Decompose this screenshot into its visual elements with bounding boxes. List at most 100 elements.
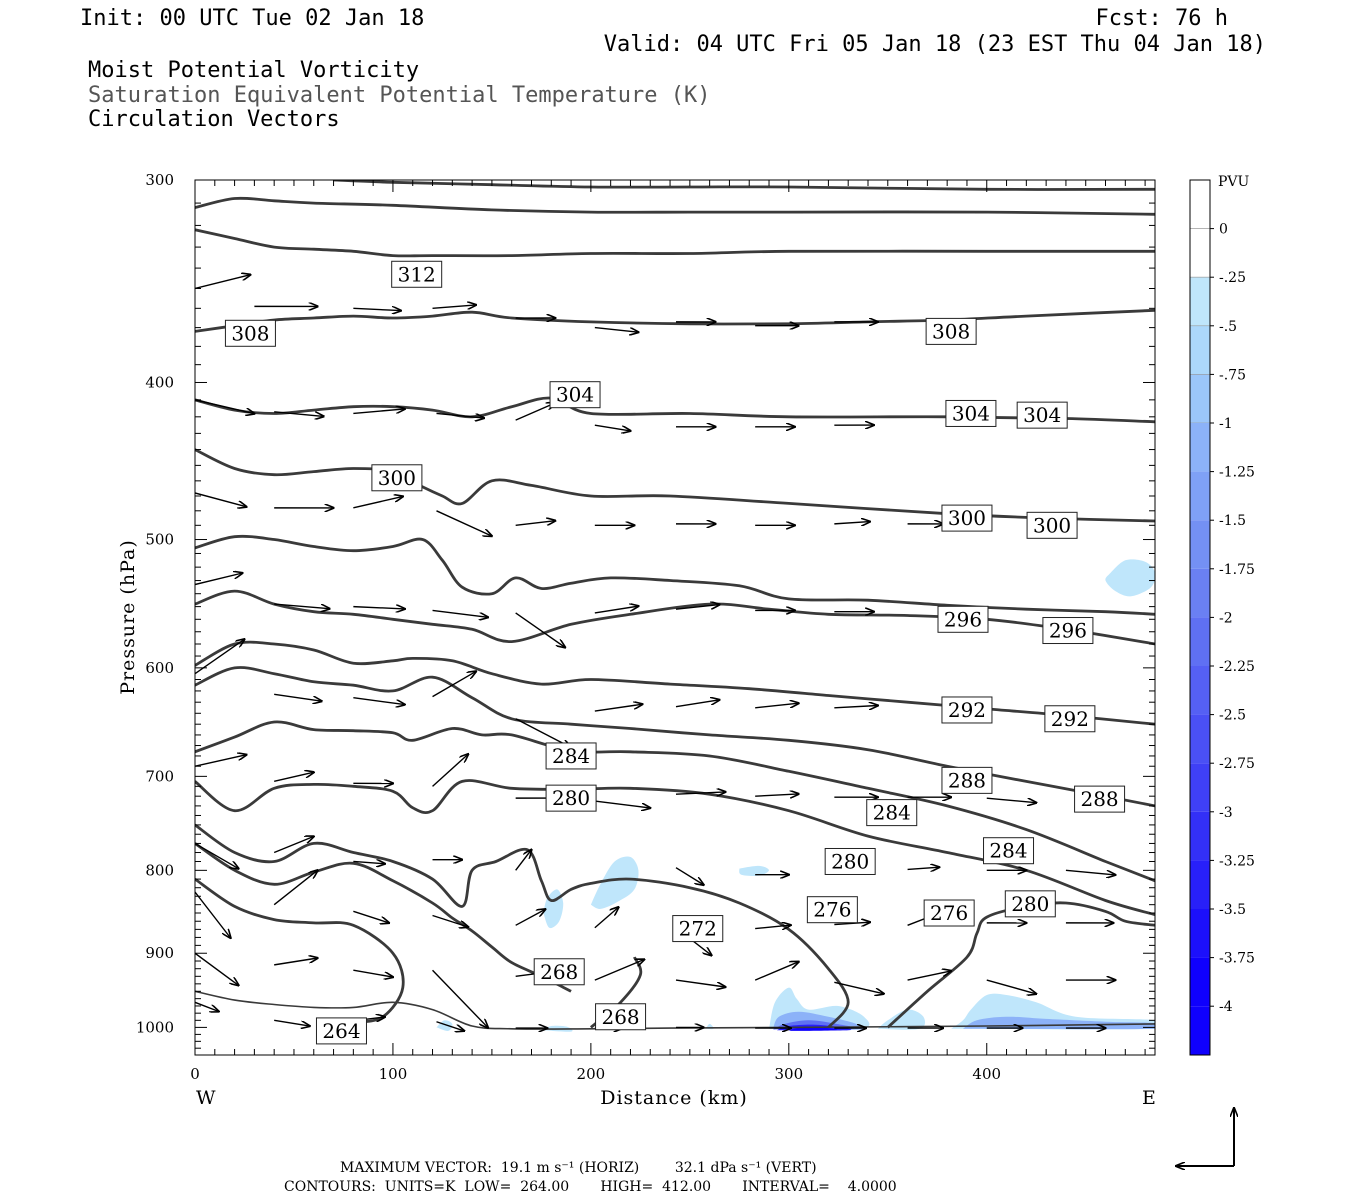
max-vector-note: MAXIMUM VECTOR: 19.1 m s⁻¹ (HORIZ) 32.1 …	[340, 1160, 817, 1176]
circulation-vector	[195, 492, 247, 507]
circulation-vector	[195, 573, 243, 586]
circulation-vector	[353, 697, 404, 705]
contour-label: 264	[315, 1017, 367, 1045]
circulation-vector	[515, 850, 532, 871]
contour-label: 308	[925, 317, 977, 345]
contour-label: 292	[941, 696, 993, 724]
contour-labels: 312 308 308 304 304 304 300 300 300 296 296 292 292 2…	[224, 260, 1126, 1045]
circulation-vector	[432, 671, 477, 698]
circulation-vector	[274, 603, 329, 609]
colorbar-swatch	[1190, 471, 1210, 521]
y-tick-label: 1000	[136, 1018, 174, 1036]
contour-label-box	[533, 958, 585, 986]
colorbar-label: -1.25	[1219, 465, 1255, 481]
axis-ticks: 0 100 200 300 400 300 400 500 600 700 800 900 1000	[136, 171, 1155, 1083]
colorbar-swatch	[1190, 1006, 1210, 1055]
contour-label-box	[545, 742, 597, 770]
contour-label-box	[391, 260, 443, 288]
circulation-vector	[436, 1021, 464, 1031]
y-tick-label: 600	[145, 659, 174, 677]
circulation-vector	[195, 952, 239, 985]
x-axis-label: Distance (km)	[600, 1087, 748, 1109]
contour-label-box	[549, 381, 601, 409]
colorbar-label: -3.75	[1219, 951, 1255, 967]
circulation-vector	[907, 971, 952, 981]
contour-label-box	[941, 766, 993, 794]
colorbar-label: -2.25	[1219, 659, 1255, 675]
contour-label-box	[937, 605, 989, 633]
contour-label-text: 288	[1080, 787, 1118, 811]
circulation-vector	[273, 870, 318, 906]
circulation-vector	[675, 792, 726, 794]
colorbar-swatch	[1190, 860, 1210, 909]
contour-label-text: 300	[948, 506, 986, 530]
contour-label: 268	[595, 1003, 647, 1031]
contour-label: 280	[1004, 890, 1056, 918]
pv-colorbar: 0 -.25 -.5 -.75 -1 -1.25 -1.5 -1.75 -2 -2.25 -2.5 -…	[1189, 179, 1255, 1056]
colorbar-swatch	[1189, 325, 1211, 375]
y-axis-label: Pressure (hPa)	[117, 539, 139, 695]
colorbar-swatch	[1190, 568, 1210, 618]
contour-label-box	[1044, 705, 1096, 733]
contour-label: 288	[1074, 785, 1126, 813]
circulation-vector	[594, 606, 639, 614]
contour-label-box	[672, 915, 724, 943]
circulation-vector	[675, 700, 720, 708]
circulation-vector	[755, 925, 791, 928]
circulation-vector	[195, 275, 250, 290]
circulation-vector	[274, 958, 318, 966]
contour-line-300	[195, 448, 1155, 523]
x-tick-label: 100	[379, 1065, 408, 1083]
circulation-vector	[834, 981, 883, 993]
contour-line-312	[195, 228, 1155, 258]
colorbar-label: -3.5	[1219, 902, 1246, 918]
circulation-vector	[515, 521, 556, 527]
y-tick-label: 400	[145, 373, 174, 391]
y-tick-label: 500	[145, 531, 174, 549]
y-tick-label: 700	[145, 767, 174, 785]
contour-label-box	[983, 837, 1035, 865]
contour-line-292	[195, 640, 1155, 726]
contour-label: 272	[672, 915, 724, 943]
circulation-vector	[274, 772, 314, 783]
contour-label: 296	[937, 605, 989, 633]
circulation-vector	[353, 969, 393, 977]
contour-label: 312	[391, 260, 443, 288]
contour-label-box	[315, 1017, 367, 1045]
valid-time: Valid: 04 UTC Fri 05 Jan 18 (23 EST Thu …	[604, 32, 1266, 57]
colorbar-label: 0	[1219, 222, 1228, 238]
contour-label: 300	[941, 504, 993, 532]
contour-label-box	[1042, 617, 1094, 645]
circulation-vector	[755, 794, 799, 796]
colorbar-swatch	[1189, 374, 1211, 424]
contour-label: 296	[1042, 617, 1094, 645]
circulation-vector	[274, 693, 322, 701]
circulation-vector	[515, 403, 556, 421]
circulation-vector	[1065, 869, 1115, 875]
contour-label-text: 300	[378, 466, 416, 490]
contour-label: 284	[983, 837, 1035, 865]
circulation-vector	[432, 969, 488, 1027]
circulation-vector	[986, 797, 1037, 803]
circulation-vector	[353, 607, 404, 609]
contour-line-296	[195, 589, 1155, 646]
contour-info-note: CONTOURS: UNITS=K LOW= 264.00 HIGH= 412.…	[284, 1179, 897, 1195]
circulation-vector	[754, 962, 799, 981]
contour-label-text: 280	[831, 849, 869, 873]
contour-label: 304	[1016, 401, 1068, 429]
contour-label-text: 268	[601, 1005, 639, 1029]
y-tick-label: 800	[145, 861, 174, 879]
contour-label-text: 300	[1033, 513, 1071, 537]
circulation-vectors	[195, 275, 1115, 1031]
circulation-vector	[353, 861, 385, 863]
pv-region	[590, 856, 639, 909]
circulation-vector	[436, 510, 491, 536]
field-title-theta-es: Saturation Equivalent Potential Temperat…	[88, 83, 711, 108]
contour-label: 304	[549, 381, 601, 409]
contour-label-text: 284	[989, 839, 1027, 863]
contour-label: 304	[945, 399, 997, 427]
contour-label-text: 284	[552, 744, 590, 768]
colorbar-label: -1.5	[1219, 513, 1246, 529]
colorbar-swatch	[1189, 276, 1211, 327]
contour-line-276	[195, 823, 850, 1029]
